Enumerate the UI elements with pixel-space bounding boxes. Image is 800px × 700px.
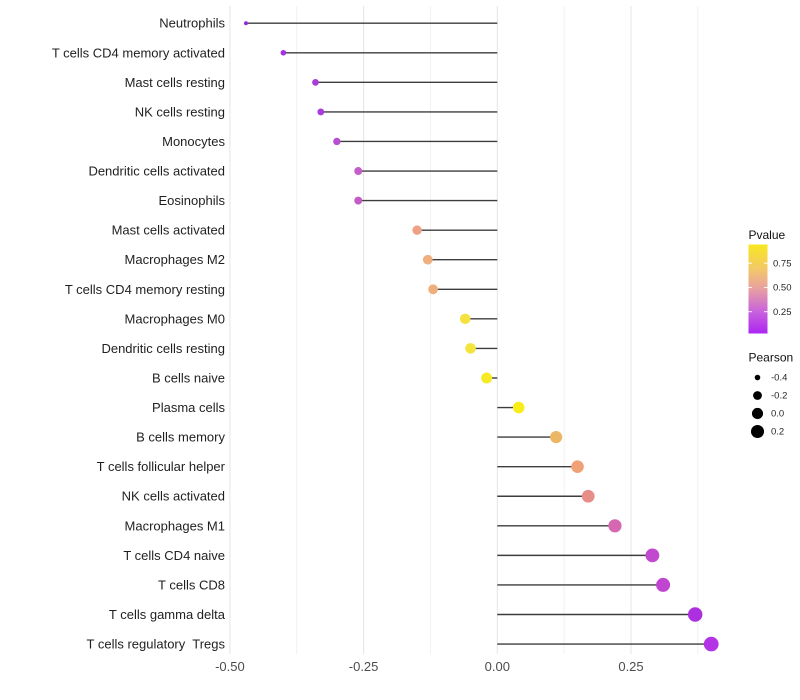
lollipop-dot — [687, 607, 703, 622]
x-tick-label: 0.00 — [485, 659, 510, 674]
pvalue-colorbar — [748, 244, 768, 334]
row-label: Eosinophils — [159, 193, 226, 208]
row-label: Neutrophils — [159, 16, 225, 31]
row-label: Mast cells activated — [112, 223, 225, 238]
pearson-legend-dot — [754, 374, 761, 381]
pearson-legend-label: 0.0 — [771, 409, 784, 420]
x-tick-label: -0.50 — [215, 659, 245, 674]
pearson-legend-label: -0.2 — [771, 391, 787, 402]
lollipop-dot — [550, 430, 563, 444]
lollipop-dot — [244, 21, 248, 26]
lollipop-dot — [412, 225, 422, 235]
row-label: T cells CD4 memory resting — [65, 282, 225, 297]
lollipop-dot — [422, 254, 433, 265]
grid-layer — [229, 6, 699, 654]
pvalue-legend-title: Pvalue — [749, 228, 786, 242]
lollipop-dot — [608, 519, 622, 533]
row-label: Macrophages M0 — [125, 311, 225, 326]
x-tick-label: -0.25 — [349, 659, 379, 674]
row-label: Macrophages M2 — [125, 252, 225, 267]
pvalue-tick-label: 0.50 — [773, 283, 792, 294]
lollipop-dot — [645, 548, 660, 563]
lollipop-dot — [428, 284, 439, 295]
row-label: NK cells resting — [135, 104, 225, 119]
pvalue-tick-label: 0.75 — [773, 258, 792, 269]
lollipop-dot — [512, 401, 525, 414]
row-label: T cells regulatory Tregs — [87, 637, 226, 652]
lollipop-dot — [354, 167, 363, 176]
lollipop-dot — [581, 489, 595, 503]
row-label: Monocytes — [162, 134, 225, 149]
pearson-legend-label: -0.4 — [771, 373, 787, 384]
lollipop-dot — [333, 137, 341, 146]
pearson-legend-dot — [753, 391, 762, 400]
x-axis-labels: -0.50 -0.25 0.00 0.25 — [215, 659, 644, 674]
dot-layer — [244, 21, 719, 652]
row-label: T cells gamma delta — [109, 607, 226, 622]
pearson-legend-dot — [750, 424, 765, 439]
y-axis-labels: Neutrophils T cells CD4 memory activated M… — [52, 16, 226, 652]
row-label: T cells CD4 naive — [123, 548, 225, 563]
legend: Pvalue 0.75 0.50 0.25 Pearson -0.4 -0.2 0.0 0.2 — [748, 228, 794, 439]
row-label: Macrophages M1 — [125, 518, 225, 533]
row-label: T cells follicular helper — [97, 459, 226, 474]
stem-layer — [245, 22, 712, 645]
lollipop-dot — [703, 636, 719, 652]
lollipop-dot — [354, 196, 363, 205]
lollipop-dot — [571, 460, 584, 473]
lollipop-dot — [481, 372, 493, 384]
row-label: T cells CD4 memory activated — [52, 45, 225, 60]
lollipop-dot — [656, 577, 671, 592]
row-label: Mast cells resting — [125, 75, 225, 90]
row-label: B cells naive — [152, 370, 225, 385]
lollipop-dot — [312, 78, 319, 86]
row-label: Dendritic cells activated — [88, 164, 225, 179]
pearson-legend-title: Pearson — [749, 351, 794, 365]
pvalue-tick-label: 0.25 — [773, 307, 792, 318]
lollipop-dot — [280, 49, 287, 56]
x-tick-label: 0.25 — [618, 659, 643, 674]
pearson-legend-label: 0.2 — [771, 427, 784, 438]
pearson-legend-dot — [751, 407, 764, 420]
lollipop-dot — [317, 108, 325, 116]
row-label: NK cells activated — [122, 489, 225, 504]
row-label: T cells CD8 — [158, 577, 225, 592]
row-label: Dendritic cells resting — [101, 341, 225, 356]
row-label: Plasma cells — [152, 400, 225, 415]
row-label: B cells memory — [136, 430, 225, 445]
lollipop-dot — [465, 343, 476, 354]
lollipop-dot — [459, 313, 471, 325]
